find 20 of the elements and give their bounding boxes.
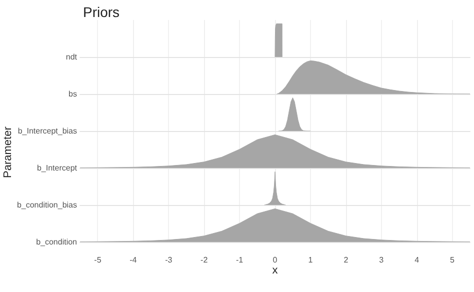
- x-tick-label: 4: [414, 256, 420, 264]
- chart-title: Priors: [83, 4, 120, 20]
- x-tick-label: 2: [344, 256, 349, 264]
- text: b_Intercept_bias: [18, 126, 77, 136]
- series-label: b_condition: [36, 238, 77, 246]
- text: Parameter: [2, 124, 15, 180]
- x-tick-label: 5: [450, 256, 456, 264]
- x-tick-label: 0: [272, 256, 278, 264]
- x-tick-label: -3: [165, 256, 173, 264]
- x-tick-label: -5: [94, 256, 102, 264]
- x-axis-title: x: [272, 264, 278, 276]
- text: ndt: [66, 52, 78, 62]
- x-tick-label: -2: [200, 256, 208, 264]
- text: bs: [68, 90, 77, 98]
- text: b_condition_bias: [16, 200, 77, 210]
- x-tick-label: -4: [130, 256, 138, 264]
- x-tick-label: 3: [379, 256, 384, 264]
- x-tick-label: -1: [236, 256, 244, 264]
- series-label: b_Intercept: [36, 164, 78, 172]
- x-tick-label: 1: [308, 256, 314, 264]
